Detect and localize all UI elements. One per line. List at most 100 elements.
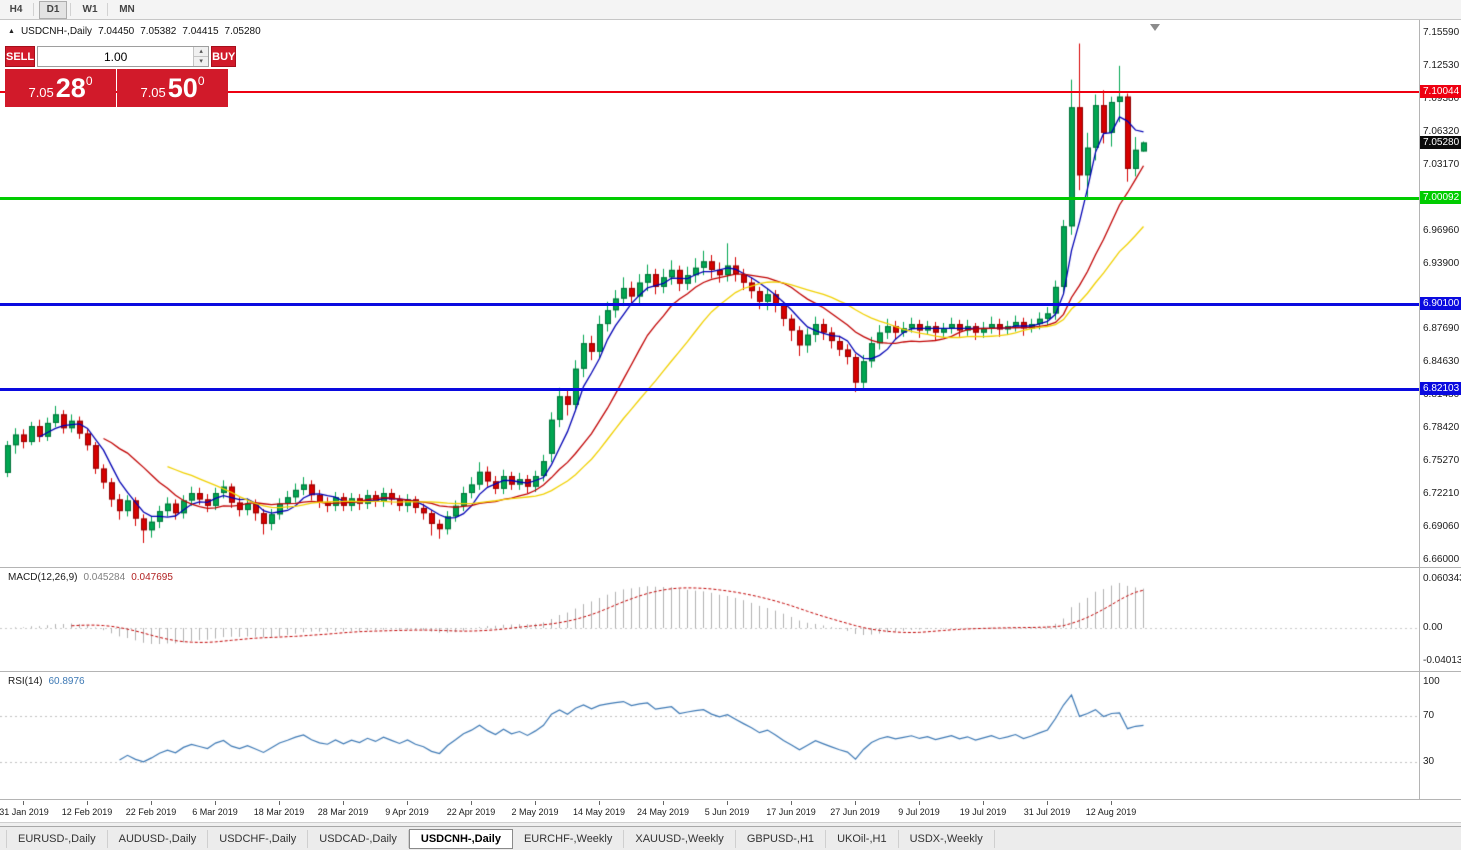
time-axis-tick: [407, 801, 408, 805]
time-axis-tick: [535, 801, 536, 805]
time-axis-label: 5 Jun 2019: [704, 807, 750, 817]
sell-price-pipette: 0: [85, 74, 93, 88]
time-axis-tick: [1111, 801, 1112, 805]
rsi-name: RSI(14): [8, 676, 43, 687]
time-axis-tick: [87, 801, 88, 805]
chart-tab-usdcnh-daily[interactable]: USDCNH-,Daily: [408, 828, 513, 849]
time-axis-label: 6 Mar 2019: [192, 807, 238, 817]
time-axis-tick: [343, 801, 344, 805]
ohlc-info-line: ▲ USDCNH-,Daily 7.04450 7.05382 7.04415 …: [8, 26, 261, 37]
chart-tab-usdcad-daily[interactable]: USDCAD-,Daily: [308, 829, 409, 848]
buy-price-display[interactable]: 7.05 50 0: [117, 69, 228, 107]
sell-button[interactable]: SELL: [5, 46, 36, 67]
buy-button[interactable]: BUY: [211, 46, 237, 67]
one-click-collapse-toggle[interactable]: ▲: [8, 28, 15, 35]
rsi-indicator-pane: RSI(14) 60.8976: [0, 671, 1461, 799]
time-axis-label: 17 Jun 2019: [766, 807, 816, 817]
macd-signal-value: 0.047695: [131, 572, 173, 583]
timeframe-button-mn[interactable]: MN: [119, 4, 135, 15]
time-axis-label: 24 May 2019: [636, 807, 690, 817]
time-axis-label: 22 Feb 2019: [125, 807, 177, 817]
time-axis-tick: [791, 801, 792, 805]
time-axis-tick: [279, 801, 280, 805]
time-axis-label: 27 Jun 2019: [830, 807, 880, 817]
sell-price-prefix: 7.05: [28, 84, 54, 100]
chart-tab-usdchf-daily[interactable]: USDCHF-,Daily: [208, 829, 309, 848]
toolbar-separator: [107, 3, 108, 16]
rsi-value: 60.8976: [48, 676, 85, 687]
time-axis-label: 22 Apr 2019: [446, 807, 496, 817]
chart-tab-audusd-daily[interactable]: AUDUSD-,Daily: [108, 829, 209, 848]
time-axis-label: 14 May 2019: [572, 807, 626, 817]
open-value: 7.04450: [98, 26, 135, 37]
hline-7.00092[interactable]: [0, 197, 1419, 200]
macd-indicator-pane: MACD(12,26,9) 0.045284 0.047695: [0, 567, 1461, 671]
timeframe-button-h4[interactable]: H4: [9, 4, 23, 15]
close-value: 7.05280: [224, 26, 261, 37]
toolbar-separator: [70, 3, 71, 16]
main-chart-pane: ▲ USDCNH-,Daily 7.04450 7.05382 7.04415 …: [0, 20, 1461, 567]
time-axis-label: 19 Jul 2019: [959, 807, 1007, 817]
time-axis-tick: [983, 801, 984, 805]
chart-tab-ukoil-h1[interactable]: UKOil-,H1: [826, 829, 899, 848]
timeframe-button-d1[interactable]: D1: [39, 0, 67, 19]
time-axis-label: 2 May 2019: [511, 807, 559, 817]
hline-7.10044[interactable]: [0, 91, 1419, 93]
chart-tabs-bar: EURUSD-,Daily AUDUSD-,Daily USDCHF-,Daily U…: [0, 826, 1461, 850]
chart-tab-xauusd-weekly[interactable]: XAUUSD-,Weekly: [624, 829, 736, 848]
rsi-plot[interactable]: [0, 672, 1419, 799]
buy-price-prefix: 7.05: [140, 84, 166, 100]
volume-spinner: ▴ ▾: [193, 47, 209, 66]
macd-label-line: MACD(12,26,9) 0.045284 0.047695: [8, 572, 173, 583]
time-axis-tick: [215, 801, 216, 805]
buy-price-pips: 50: [167, 73, 198, 103]
time-axis-tick: [151, 801, 152, 805]
time-axis-tick: [599, 801, 600, 805]
scroll-strip: [0, 822, 1461, 826]
time-axis-tick: [727, 801, 728, 805]
time-axis-label: 31 Jan 2019: [0, 807, 49, 817]
volume-box: ▴ ▾: [37, 46, 210, 67]
time-axis-tick: [23, 801, 24, 805]
price-axis-divider: [1419, 20, 1420, 799]
time-axis-label: 12 Aug 2019: [1085, 807, 1137, 817]
toolbar-separator: [33, 3, 34, 16]
time-axis-label: 12 Feb 2019: [61, 807, 113, 817]
hline-6.82103[interactable]: [0, 388, 1419, 391]
time-axis-tick: [663, 801, 664, 805]
chart-tab-gbpusd-h1[interactable]: GBPUSD-,H1: [736, 829, 827, 848]
volume-input[interactable]: [38, 47, 194, 66]
low-value: 7.04415: [182, 26, 219, 37]
time-axis[interactable]: 31 Jan 2019 12 Feb 2019 22 Feb 2019 6 Mar 2…: [0, 799, 1461, 822]
chart-shift-marker[interactable]: [1150, 24, 1160, 31]
buy-price-pipette: 0: [197, 74, 205, 88]
candlestick-plot[interactable]: [0, 20, 1419, 567]
time-axis-label: 9 Jul 2019: [898, 807, 940, 817]
time-axis-label: 18 Mar 2019: [253, 807, 305, 817]
chart-tab-eurusd-daily[interactable]: EURUSD-,Daily: [6, 829, 108, 848]
macd-plot[interactable]: [0, 568, 1419, 671]
time-axis-label: 31 Jul 2019: [1023, 807, 1071, 817]
time-axis-label: 9 Apr 2019: [385, 807, 429, 817]
rsi-label-line: RSI(14) 60.8976: [8, 676, 85, 687]
chart-tab-usdx-weekly[interactable]: USDX-,Weekly: [899, 829, 995, 848]
time-axis-tick: [919, 801, 920, 805]
volume-down-button[interactable]: ▾: [194, 57, 209, 66]
timeframe-button-w1[interactable]: W1: [82, 4, 98, 15]
macd-name: MACD(12,26,9): [8, 572, 78, 583]
timeframe-toolbar: H4 D1 W1 MN: [0, 0, 1461, 20]
time-axis-label: 28 Mar 2019: [317, 807, 369, 817]
macd-value: 0.045284: [83, 572, 126, 583]
chart-tab-eurchf-weekly[interactable]: EURCHF-,Weekly: [513, 829, 625, 848]
time-axis-tick: [855, 801, 856, 805]
volume-up-button[interactable]: ▴: [194, 47, 209, 57]
hline-6.90100[interactable]: [0, 303, 1419, 306]
symbol-period-label: USDCNH-,Daily: [20, 26, 93, 37]
time-axis-tick: [471, 801, 472, 805]
high-value: 7.05382: [140, 26, 177, 37]
time-axis-tick: [1047, 801, 1048, 805]
sell-price-display[interactable]: 7.05 28 0: [5, 69, 116, 107]
sell-price-pips: 28: [55, 73, 86, 103]
